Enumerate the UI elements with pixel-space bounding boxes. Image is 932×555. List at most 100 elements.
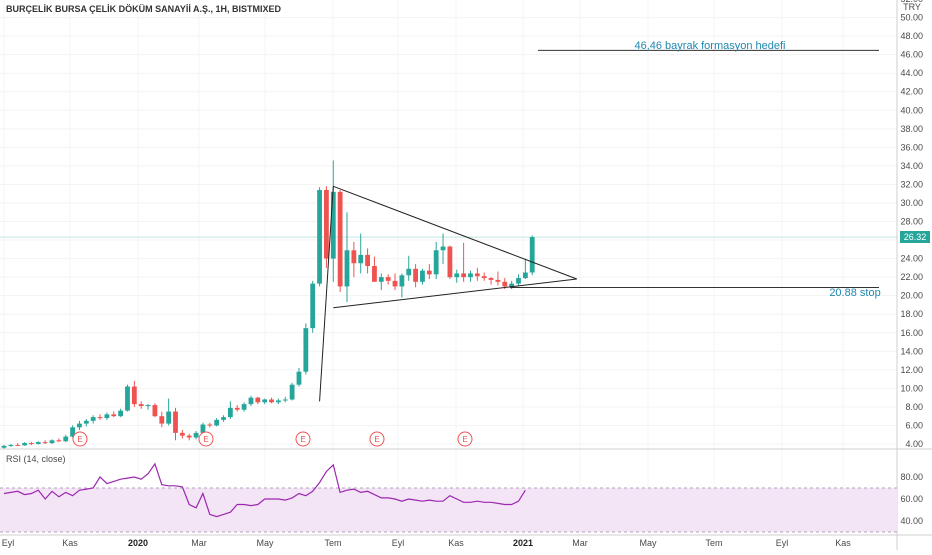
candle-body xyxy=(413,268,418,282)
candle-body xyxy=(35,442,41,444)
last-price-label: 26.32 xyxy=(904,232,927,242)
candle-body xyxy=(63,436,69,442)
candle-body xyxy=(522,272,528,279)
candle-body xyxy=(420,270,425,282)
price-tick-label: 10.00 xyxy=(900,383,923,393)
candle-body xyxy=(468,273,473,278)
time-tick-label: Tem xyxy=(705,538,722,548)
candle-body xyxy=(221,417,226,420)
candle-body xyxy=(186,435,192,438)
rsi-line xyxy=(3,462,526,518)
candle-body xyxy=(344,250,350,287)
time-tick-label: 2021 xyxy=(513,538,533,548)
candle-body xyxy=(97,417,103,419)
candle-body xyxy=(385,277,391,281)
price-tick-label: 36.00 xyxy=(900,142,923,152)
candle-body xyxy=(118,410,124,417)
trendline xyxy=(333,185,577,280)
time-tick-label: Mar xyxy=(191,538,207,548)
candle-body xyxy=(145,405,151,407)
price-tick-label: 12.00 xyxy=(900,365,923,375)
time-tick-label: Eyl xyxy=(2,538,15,548)
candle-body xyxy=(1,445,7,448)
price-tick-label: 4.00 xyxy=(905,439,923,449)
candle-body xyxy=(289,384,295,400)
candle-body xyxy=(22,443,27,446)
candle-body xyxy=(152,405,158,417)
price-tick-label: 32.00 xyxy=(900,179,923,189)
candle-body xyxy=(282,399,288,401)
price-tick-label: 48.00 xyxy=(900,31,923,41)
candle-body xyxy=(125,386,130,411)
candle-body xyxy=(495,279,501,282)
candle-body xyxy=(358,254,364,264)
price-tick-label: 24.00 xyxy=(900,254,923,264)
candle-body xyxy=(29,443,34,445)
last-price-badge xyxy=(900,231,930,243)
earnings-marker xyxy=(457,431,473,447)
candle-body xyxy=(516,278,521,284)
candle-body xyxy=(447,246,453,278)
candle-body xyxy=(241,404,247,410)
rsi-tick-label: 80.00 xyxy=(900,472,923,482)
time-tick-label: Kas xyxy=(448,538,464,548)
candle-body xyxy=(296,371,302,385)
price-tick-label: 38.00 xyxy=(900,124,923,134)
candle-body xyxy=(399,275,405,287)
candle-body xyxy=(138,404,144,406)
candle-body xyxy=(454,273,460,278)
price-tick-label: 42.00 xyxy=(900,87,923,97)
price-tick-label: 50.00 xyxy=(900,13,923,23)
candle-body xyxy=(406,268,412,276)
chart-title: BURÇELİK BURSA ÇELİK DÖKÜM SANAYİİ A.Ş.,… xyxy=(6,4,282,14)
candle-body xyxy=(207,424,213,426)
candle-body xyxy=(529,237,535,273)
price-tick-label: 16.00 xyxy=(900,328,923,338)
candle-body xyxy=(173,411,178,433)
earnings-marker-label: E xyxy=(203,435,208,444)
candle-body xyxy=(234,407,240,410)
candle-body xyxy=(90,417,96,421)
time-axis: Eyl Kas 2020 Mar May Tem Eyl Kas 2021 Mar May Tem Ey… xyxy=(2,538,852,548)
currency-label: TRY xyxy=(903,2,921,12)
candle-body xyxy=(488,278,494,280)
price-tick-label: 44.00 xyxy=(900,68,923,78)
candle-body xyxy=(49,440,55,444)
candle-body xyxy=(426,270,432,275)
candle-body xyxy=(337,191,343,287)
candle-body xyxy=(8,444,14,446)
earnings-marker xyxy=(369,431,385,447)
candle-body xyxy=(200,424,206,433)
time-tick-label: 2020 xyxy=(128,538,148,548)
candle-body xyxy=(317,190,322,284)
trendline xyxy=(319,186,334,402)
target-annotation-label: 46,46 bayrak formasyon hedefi xyxy=(634,40,785,52)
candle-body xyxy=(461,273,467,278)
price-tick-label: 46.00 xyxy=(900,50,923,60)
price-tick-label: 6.00 xyxy=(905,420,923,430)
candle-body xyxy=(262,399,268,403)
price-tick-label: 28.00 xyxy=(900,217,923,227)
candle-body xyxy=(276,400,281,403)
earnings-marker xyxy=(198,431,214,447)
time-tick-label: Eyl xyxy=(776,538,789,548)
time-tick-label: Eyl xyxy=(392,538,405,548)
candle-body xyxy=(42,442,48,444)
candle-body xyxy=(502,281,508,287)
candle-body xyxy=(440,246,446,251)
earnings-marker xyxy=(72,431,88,447)
trendline xyxy=(333,278,577,309)
candle-body xyxy=(131,386,137,405)
earnings-marker xyxy=(295,431,311,447)
candle-body xyxy=(324,190,329,259)
candle-body xyxy=(159,416,165,424)
candle-body xyxy=(303,328,309,372)
candle-body xyxy=(351,250,357,264)
candle-body xyxy=(104,414,110,419)
candle-body xyxy=(83,420,89,424)
earnings-marker-label: E xyxy=(462,435,467,444)
